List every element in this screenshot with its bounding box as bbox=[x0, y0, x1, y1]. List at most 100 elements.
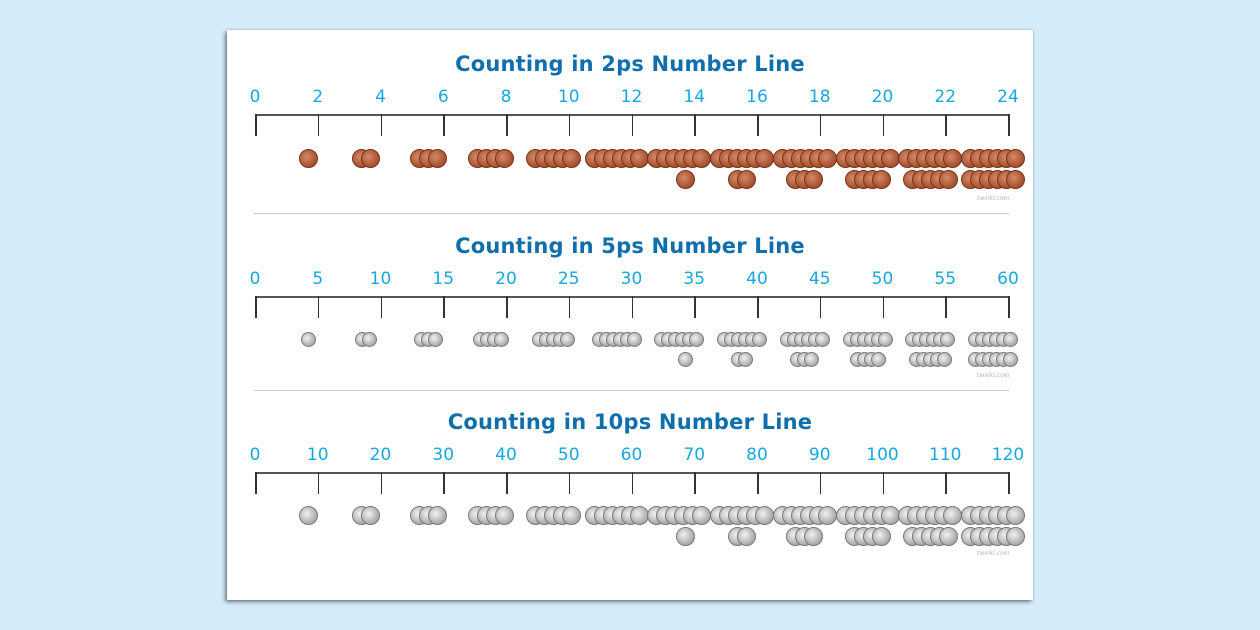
tick-mark bbox=[945, 114, 947, 136]
number-line-10p: Counting in 10ps Number Line 0 10 20 30 40 50… bbox=[227, 389, 1033, 589]
coin-2p-icon bbox=[675, 170, 695, 189]
coin-2p-icon bbox=[880, 149, 900, 168]
coin-group bbox=[902, 527, 958, 546]
coin-group bbox=[532, 332, 576, 350]
tick-mark bbox=[568, 472, 571, 494]
coin-10p-icon bbox=[1006, 527, 1025, 546]
coin-group bbox=[677, 352, 693, 370]
tick-mark bbox=[819, 114, 822, 136]
tick-label: 50 bbox=[557, 445, 580, 465]
tick-mark bbox=[255, 296, 257, 318]
coin-group bbox=[902, 170, 958, 189]
coin-group bbox=[301, 332, 317, 350]
coin-group bbox=[908, 352, 952, 370]
coin-10p-icon bbox=[938, 527, 958, 546]
tick-mark bbox=[506, 296, 508, 318]
tick-label: 60 bbox=[620, 445, 643, 465]
tick-mark bbox=[945, 472, 947, 494]
coin-2p-icon bbox=[737, 170, 756, 189]
coin-10p-icon bbox=[804, 527, 824, 546]
coin-group bbox=[526, 506, 582, 525]
tick-label: 8 bbox=[500, 87, 512, 107]
coin-group bbox=[844, 527, 891, 546]
coin-2p-icon bbox=[562, 149, 582, 168]
tick-mark bbox=[694, 472, 696, 494]
coin-group bbox=[961, 149, 1025, 168]
coin-5p-icon bbox=[626, 332, 642, 347]
section-divider bbox=[254, 390, 1009, 391]
tick-label: 30 bbox=[432, 445, 455, 465]
coin-10p-icon bbox=[360, 506, 380, 525]
coin-group bbox=[905, 332, 956, 350]
tick-mark bbox=[757, 114, 759, 136]
coin-group bbox=[786, 170, 824, 189]
coin-5p-icon bbox=[361, 332, 377, 347]
tick-mark bbox=[882, 296, 884, 318]
tick-mark bbox=[757, 472, 759, 494]
tick-mark bbox=[1008, 114, 1010, 136]
coin-5p-icon bbox=[427, 332, 443, 347]
coin-10p-icon bbox=[755, 506, 774, 525]
tick-label: 10 bbox=[306, 445, 329, 465]
tick-label: 20 bbox=[871, 87, 894, 107]
coin-group bbox=[647, 149, 712, 168]
tick-label: 16 bbox=[746, 87, 768, 107]
coin-group bbox=[772, 149, 837, 168]
section-title: Counting in 10ps Number Line bbox=[447, 410, 813, 434]
coin-group bbox=[731, 352, 753, 370]
tick-label: 90 bbox=[808, 445, 831, 465]
tick-mark bbox=[819, 472, 822, 494]
coin-group bbox=[526, 149, 582, 168]
tick-label: 100 bbox=[866, 445, 899, 465]
tick-label: 60 bbox=[997, 269, 1019, 289]
coin-group bbox=[409, 149, 447, 168]
section-divider bbox=[254, 213, 1009, 214]
tick-mark bbox=[819, 296, 822, 318]
tick-mark bbox=[255, 472, 257, 494]
coin-2p-icon bbox=[1006, 170, 1025, 189]
tick-label: 70 bbox=[683, 445, 706, 465]
tick-label: 0 bbox=[249, 269, 261, 289]
coin-group bbox=[299, 506, 319, 525]
coin-2p-icon bbox=[817, 149, 837, 168]
coin-2p-icon bbox=[427, 149, 447, 168]
coin-5p-icon bbox=[494, 332, 509, 347]
coin-group bbox=[468, 149, 514, 168]
tick-label: 30 bbox=[620, 269, 643, 289]
tick-label: 40 bbox=[746, 269, 768, 289]
tick-mark bbox=[380, 114, 382, 136]
tick-mark bbox=[694, 114, 696, 136]
coin-group bbox=[835, 506, 900, 525]
tick-mark bbox=[380, 472, 382, 494]
coin-group bbox=[654, 332, 705, 350]
number-line-2p: Counting in 2ps Number Line 0 2 4 6 8 10 12 14 1… bbox=[227, 30, 1033, 215]
coin-group bbox=[584, 149, 649, 168]
tick-mark bbox=[568, 114, 571, 136]
tick-label: 25 bbox=[557, 269, 580, 289]
coin-2p-icon bbox=[804, 170, 824, 189]
tick-label: 4 bbox=[375, 87, 386, 107]
tick-mark bbox=[443, 296, 445, 318]
coin-5p-icon bbox=[877, 332, 893, 347]
tick-label: 22 bbox=[934, 87, 957, 107]
coin-group bbox=[409, 506, 447, 525]
coin-10p-icon bbox=[427, 506, 447, 525]
tick-mark bbox=[882, 114, 884, 136]
tick-label: 45 bbox=[808, 269, 831, 289]
coin-group bbox=[849, 352, 886, 370]
coin-2p-icon bbox=[755, 149, 774, 168]
coin-10p-icon bbox=[495, 506, 514, 525]
coin-10p-icon bbox=[871, 527, 891, 546]
coin-group bbox=[835, 149, 900, 168]
coin-2p-icon bbox=[1006, 149, 1025, 168]
tick-mark bbox=[694, 296, 696, 318]
coin-group bbox=[961, 527, 1025, 546]
tick-label: 120 bbox=[991, 445, 1025, 465]
coin-group bbox=[354, 332, 377, 350]
coin-group bbox=[961, 506, 1025, 525]
coin-5p-icon bbox=[870, 352, 886, 367]
coin-10p-icon bbox=[692, 506, 712, 525]
coin-group bbox=[961, 170, 1025, 189]
coin-group bbox=[717, 332, 767, 350]
watermark: twinkl.com bbox=[977, 550, 1010, 557]
